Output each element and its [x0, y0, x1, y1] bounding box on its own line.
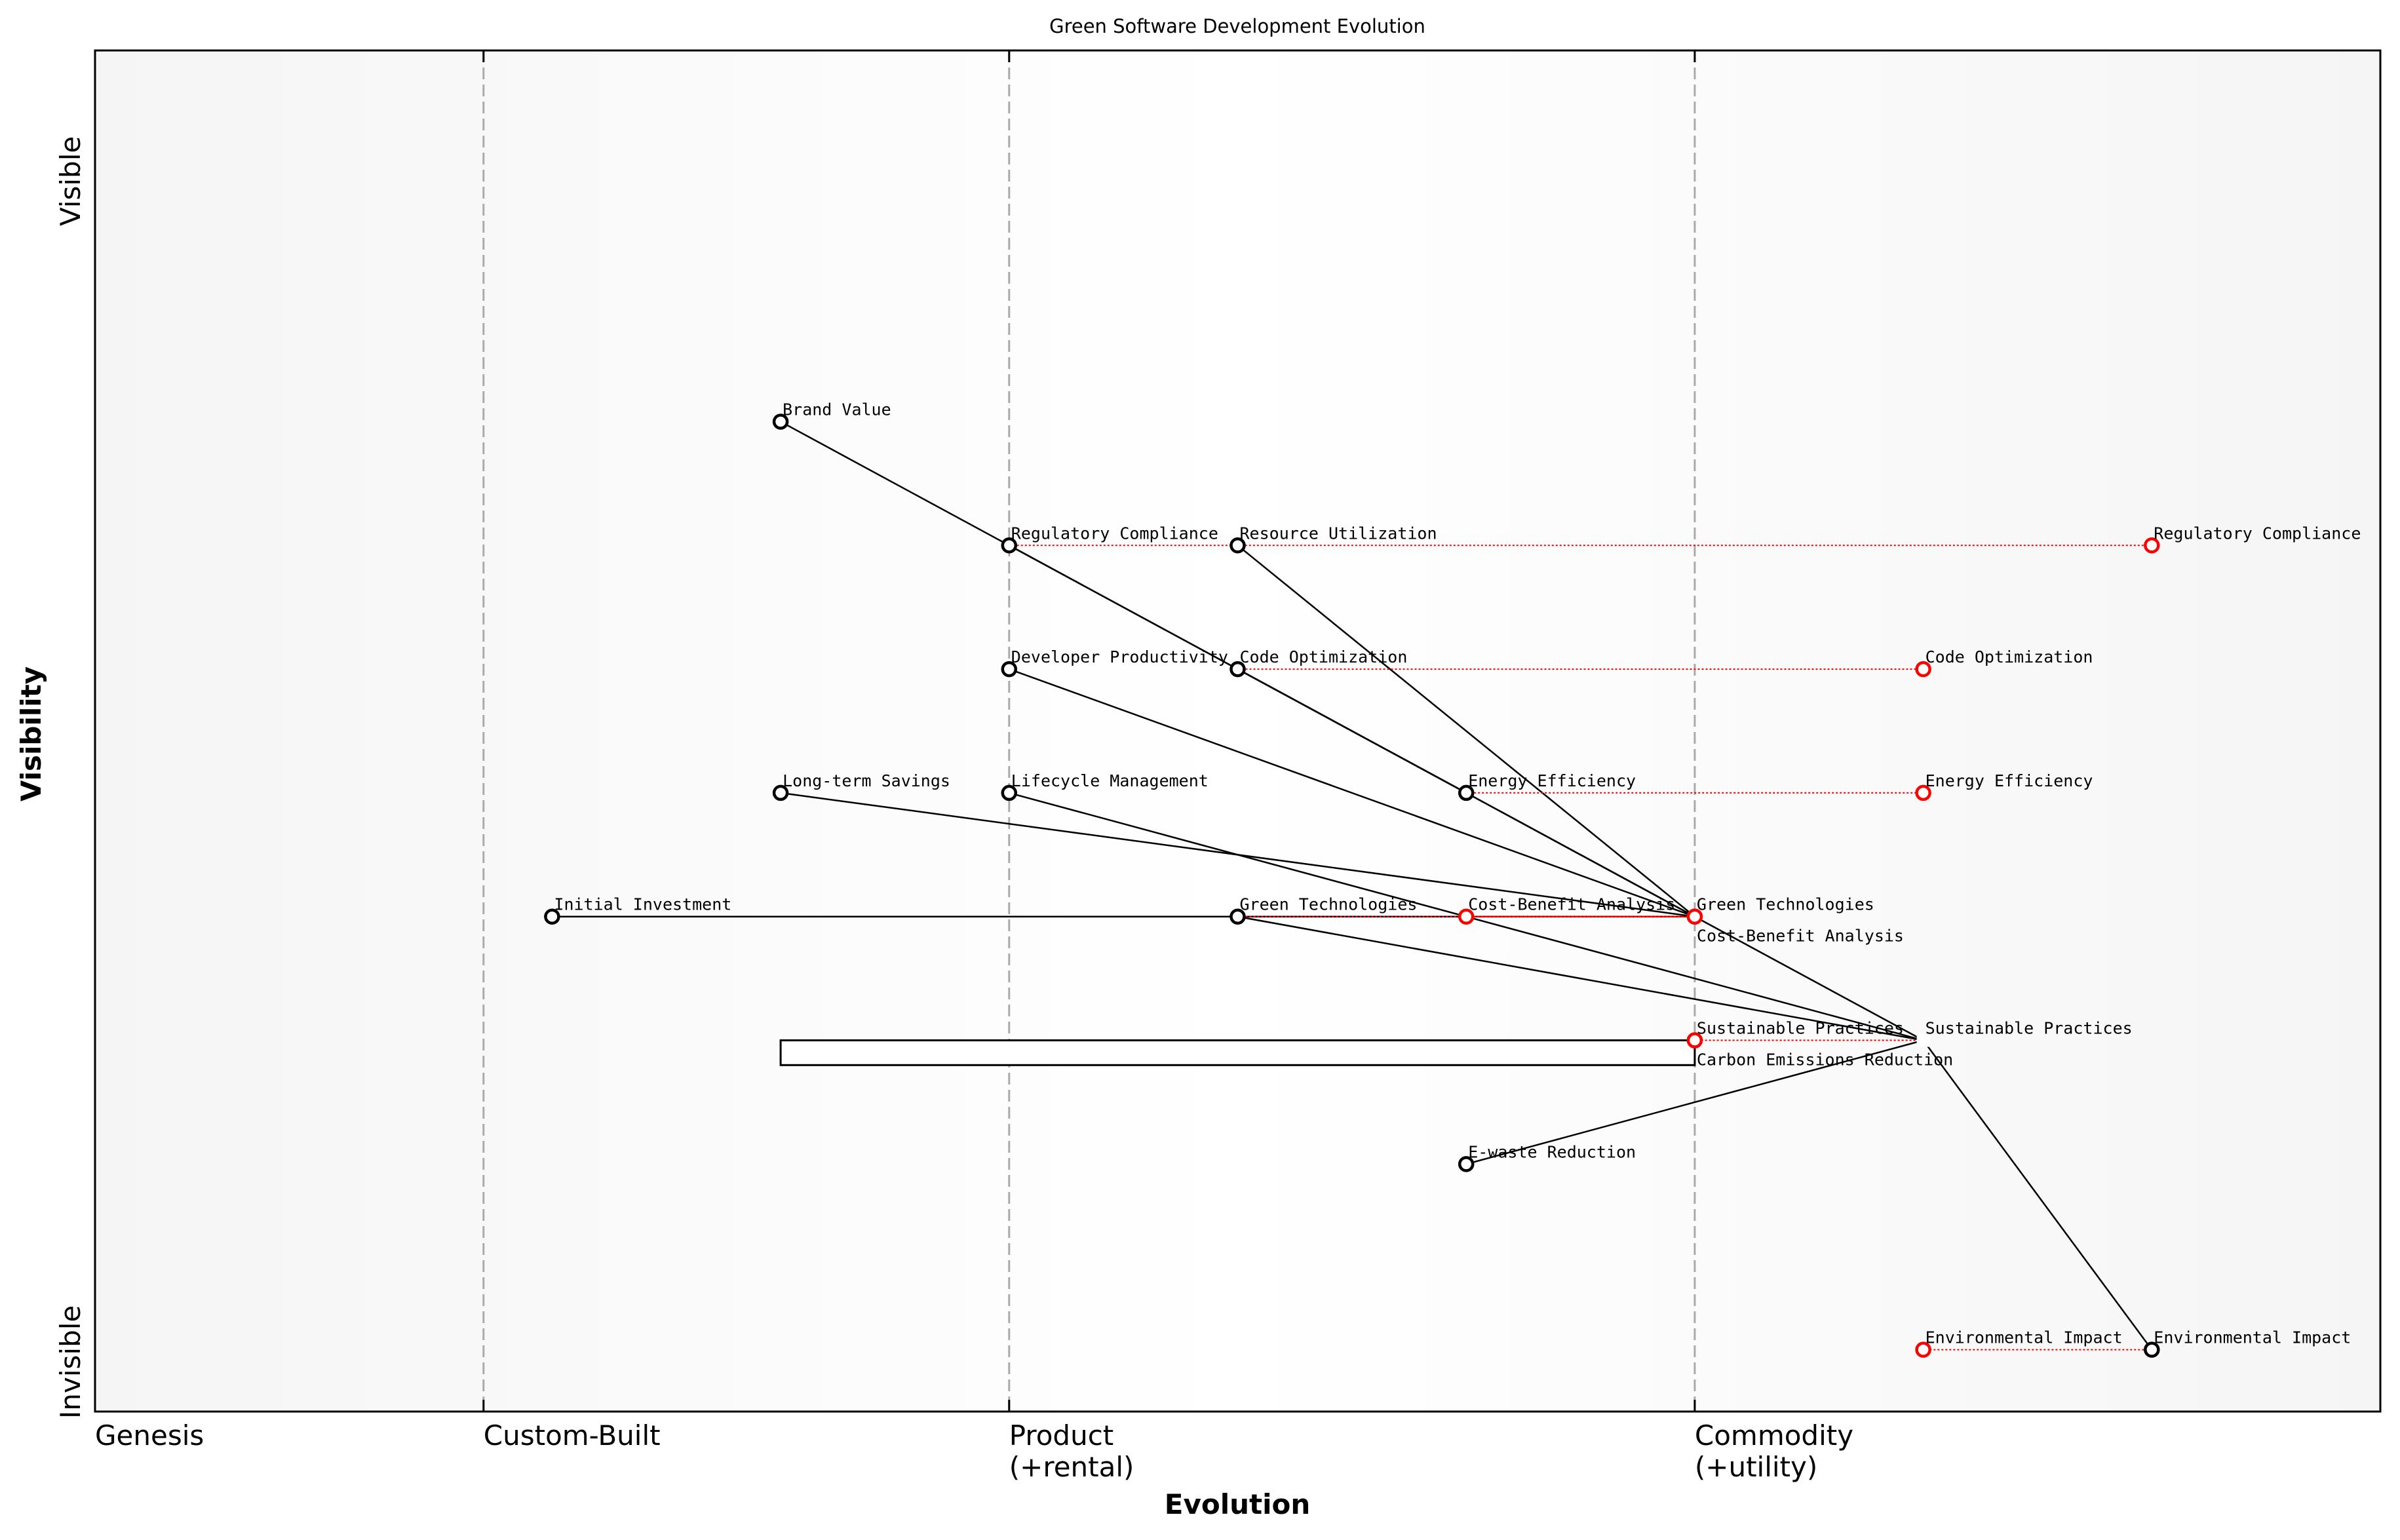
stage-label: Genesis	[95, 1419, 204, 1452]
dependency-link	[1465, 1039, 1924, 1165]
stage-label-line: Product	[1009, 1419, 1113, 1452]
component-node	[2144, 1341, 2160, 1358]
component-label: Brand Value	[783, 400, 891, 419]
component-label: Green Technologies	[1240, 895, 1418, 914]
component-node	[1229, 908, 1246, 925]
component-node	[1001, 661, 1018, 678]
y-end-visible: Visible	[54, 136, 87, 226]
dependency-link	[1237, 915, 1924, 1041]
component-label: Code Optimization	[1240, 647, 1408, 666]
stage-label: Commodity (+utility)	[1695, 1419, 1853, 1483]
dependency-link	[1237, 545, 1695, 917]
component-node	[1229, 661, 1246, 678]
evolved-node	[2144, 537, 2160, 554]
component-node	[1001, 784, 1018, 801]
component-label: Developer Productivity	[1011, 647, 1228, 666]
component-node	[772, 414, 789, 430]
evolved-node	[1915, 661, 1931, 678]
evolved-node	[1915, 784, 1931, 801]
component-node	[544, 908, 560, 925]
component-label: Sustainable Practices	[1926, 1019, 2133, 1038]
stage-label-line: Custom-Built	[484, 1419, 661, 1452]
component-label: Resource Utilization	[1240, 524, 1437, 543]
component-label: Initial Investment	[554, 895, 731, 914]
stage-label-line: (+utility)	[1695, 1451, 1817, 1483]
evolved-label: Cost-Benefit Analysis	[1468, 895, 1675, 914]
stage-label-line: Commodity	[1695, 1419, 1853, 1452]
stage-label-line: Genesis	[95, 1419, 204, 1452]
component-node	[772, 784, 789, 801]
component-node	[1229, 537, 1246, 554]
component-label: Energy Efficiency	[1468, 771, 1636, 790]
component-label: Environmental Impact	[2154, 1328, 2351, 1347]
x-axis-label: Evolution	[1165, 1488, 1310, 1520]
evolved-node	[1915, 1341, 1931, 1358]
component-label: Long-term Savings	[783, 771, 950, 790]
dependency-link	[1694, 915, 1924, 1041]
plot-background	[95, 50, 2380, 1412]
dependency-link	[780, 421, 1010, 547]
plot-frame	[94, 49, 2382, 1413]
evolved-label: Environmental Impact	[1926, 1328, 2123, 1347]
evolved-label: Code Optimization	[1926, 647, 2093, 666]
component-node	[1916, 1033, 1930, 1047]
component-label: Lifecycle Management	[1011, 771, 1209, 790]
stage-label: Product (+rental)	[1009, 1419, 1134, 1483]
component-label: Regulatory Compliance	[1011, 524, 1218, 543]
y-axis-label: Visibility	[15, 666, 47, 801]
evolved-label: Regulatory Compliance	[2154, 524, 2361, 543]
component-label: E-waste Reduction	[1468, 1142, 1636, 1161]
evolved-node	[1686, 908, 1703, 925]
stage-label-line: (+rental)	[1009, 1451, 1134, 1483]
y-end-invisible: Invisible	[54, 1305, 87, 1419]
dependency-link	[1009, 668, 1695, 917]
dependency-link	[1922, 1039, 2153, 1351]
component-node	[1001, 537, 1018, 554]
evolved-label: Carbon Emissions Reduction	[1697, 1050, 1953, 1069]
component-node	[1458, 1156, 1475, 1172]
evolved-label: Green Technologies	[1697, 895, 1874, 914]
pipeline-box	[779, 1039, 1696, 1066]
component-node	[1458, 784, 1475, 801]
chart-title: Green Software Development Evolution	[1049, 15, 1425, 37]
evolved-node	[1458, 908, 1475, 925]
evolved-label: Cost-Benefit Analysis	[1697, 927, 1904, 946]
evolved-label: Energy Efficiency	[1926, 771, 2093, 790]
evolved-node	[1686, 1032, 1703, 1049]
stage-label: Custom-Built	[484, 1419, 661, 1452]
evolved-label: Sustainable Practices	[1697, 1019, 1904, 1038]
